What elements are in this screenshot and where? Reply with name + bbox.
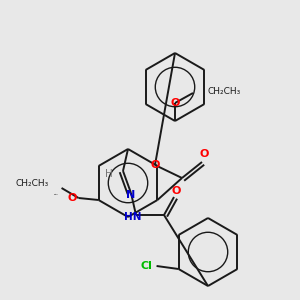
Text: H: H: [105, 169, 113, 179]
Text: O: O: [150, 160, 160, 170]
Text: O: O: [170, 98, 180, 108]
Text: Cl: Cl: [141, 261, 153, 271]
Text: O: O: [67, 193, 76, 203]
Text: CH₂CH₃: CH₂CH₃: [15, 179, 49, 188]
Text: CH₂CH₃: CH₂CH₃: [207, 86, 240, 95]
Text: N: N: [126, 190, 136, 200]
Text: O: O: [171, 186, 181, 196]
Text: O: O: [199, 149, 209, 159]
Text: ethoxy: ethoxy: [54, 194, 59, 195]
Text: HN: HN: [124, 212, 142, 222]
